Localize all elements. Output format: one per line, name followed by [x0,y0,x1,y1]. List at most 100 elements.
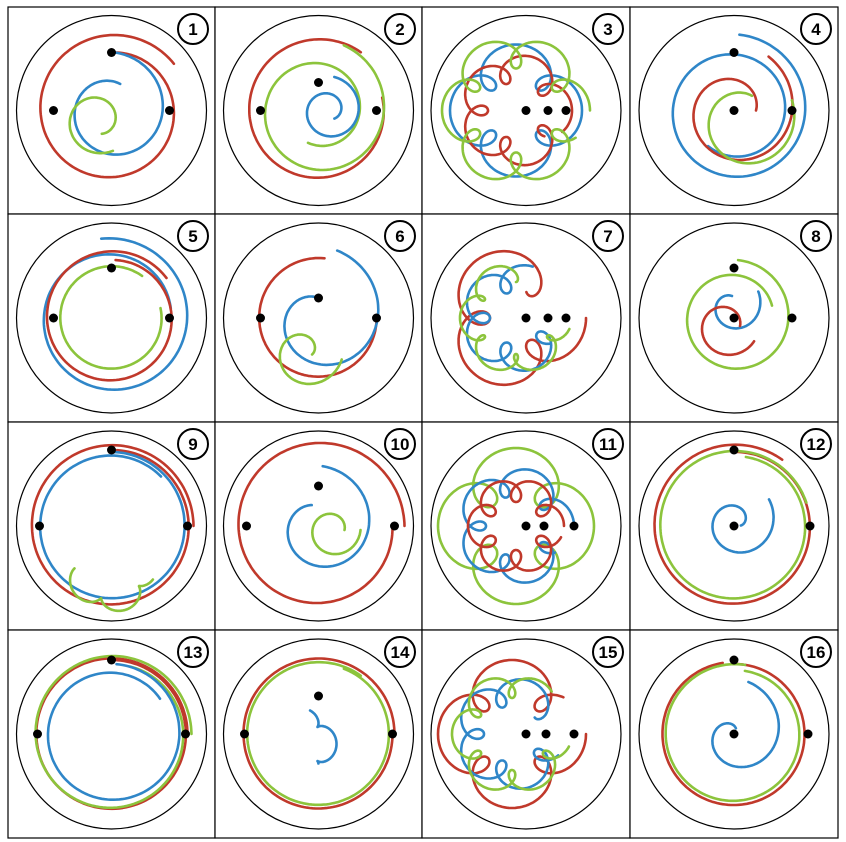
trajectory-blue [286,464,371,568]
panel-number-badge [800,428,832,460]
panel-number: 5 [188,227,197,246]
trajectory-green [68,96,117,155]
panel-3: 3 [421,6,631,215]
boundary-circle [430,638,622,830]
trajectory-green [450,677,571,791]
start-dot [390,521,399,531]
trajectory-blue [711,498,775,554]
start-dot [787,106,797,115]
start-dot [372,313,381,323]
start-dot [543,106,553,115]
panel-number: 15 [599,643,618,662]
panel-number-badge [177,428,209,460]
panel-15: 15 [421,629,631,839]
trajectory-green [263,44,386,172]
start-dot [49,106,58,115]
start-dot [543,313,553,323]
boundary-circle [15,638,208,830]
boundary-circle [222,222,415,414]
start-dot [181,729,190,739]
start-dot [803,729,813,739]
trajectory-red [661,661,806,807]
panel-number: 1 [188,20,197,39]
start-dot [242,521,251,531]
start-dot [49,313,58,323]
trajectory-red [692,55,794,162]
boundary-circle [430,430,622,622]
trajectory-red [248,38,386,179]
start-dot [165,106,174,115]
start-dot [561,106,571,115]
boundary-circle [638,430,830,622]
panel-number-badge [592,636,624,668]
boundary-circle [222,430,415,622]
trajectory-green [440,40,592,181]
start-dot [729,729,739,739]
panel-7: 7 [421,213,631,423]
start-dot [107,445,116,455]
panel-2: 2 [214,6,423,215]
panel-number-badge [592,428,624,460]
trajectory-red [45,250,173,382]
trajectory-red [237,441,406,605]
boundary-circle [638,222,830,414]
panel-frame [214,213,423,423]
boundary-circle [15,14,208,207]
start-dot [521,106,531,115]
panel-11: 11 [421,421,631,631]
trajectory-green [278,333,343,386]
panel-number-badge [384,428,416,460]
panel-number-badge [800,636,832,668]
trajectory-green [458,264,571,372]
start-dot [314,293,323,303]
boundary-circle [638,14,830,207]
start-dot [787,313,797,323]
panel-9: 9 [7,421,216,631]
trajectory-red [30,443,195,606]
start-dot [541,729,551,739]
start-dot [729,445,739,455]
trajectory-blue [711,680,781,769]
start-dot [729,106,739,115]
start-dot [256,313,265,323]
trajectory-blue [714,290,762,330]
panel-number: 7 [603,227,612,246]
trajectory-blue [305,75,360,138]
start-dot [729,48,739,57]
trajectory-blue [465,264,553,372]
start-dot [183,521,192,531]
panel-8: 8 [629,213,839,423]
start-dot [107,48,116,57]
panel-number: 9 [188,435,197,454]
panel-10: 10 [214,421,423,631]
trajectory-green [245,660,391,807]
panel-number: 14 [391,643,410,662]
trajectory-blue [283,249,380,367]
boundary-circle [430,14,622,207]
panel-number-badge [177,13,209,45]
trajectory-red [463,54,574,167]
trajectory-green [68,567,155,613]
panel-12: 12 [629,421,839,631]
panel-number: 16 [807,643,826,662]
start-dot [165,313,174,323]
trajectory-red [700,305,756,357]
start-dot [521,313,531,323]
start-dot [805,521,815,531]
panel-number-badge [177,636,209,668]
panel-number: 8 [811,227,820,246]
trajectory-blue [308,709,338,765]
trajectory-blue [459,678,560,790]
start-dot [521,521,531,531]
panel-14: 14 [214,629,423,839]
panel-number: 6 [395,227,404,246]
panel-number: 4 [811,20,821,39]
start-dot [372,106,381,115]
boundary-circle [222,638,415,830]
trajectory-green [59,264,163,370]
trajectory-red [457,249,588,387]
boundary-circle [15,222,208,414]
trajectory-blue [671,33,807,178]
start-dot [314,481,323,491]
